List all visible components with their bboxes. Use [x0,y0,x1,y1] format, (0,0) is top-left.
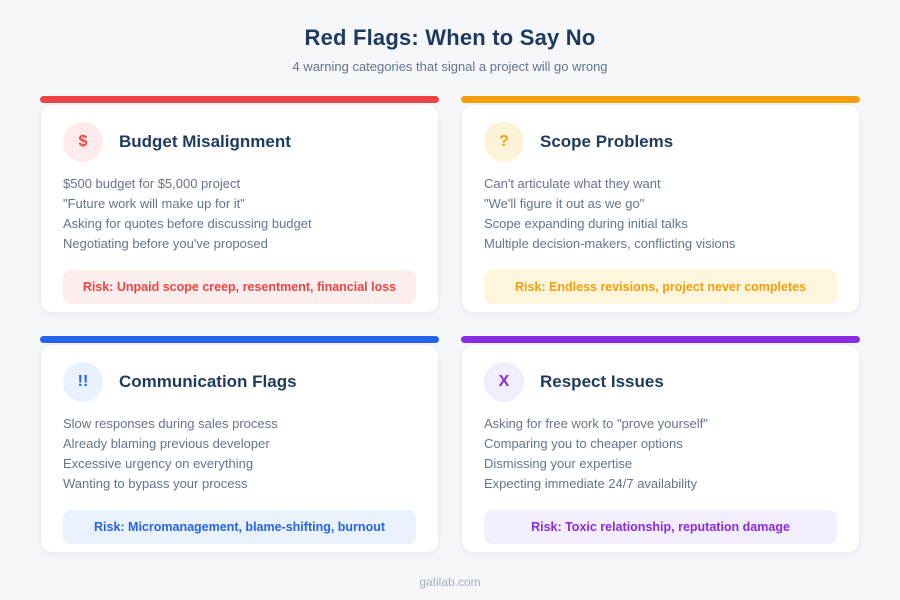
card-scope-problems: ? Scope Problems Can't articulate what t… [461,96,860,313]
double-exclamation-icon: !! [63,362,103,402]
accent-bar [461,96,860,103]
flag-item: Multiple decision-makers, conflicting vi… [484,236,736,251]
card-body: $ Budget Misalignment $500 budget for $5… [40,104,439,313]
flag-item: Already blaming previous developer [63,436,270,451]
card-budget-misalignment: $ Budget Misalignment $500 budget for $5… [40,96,439,313]
page-header: Red Flags: When to Say No 4 warning cate… [0,25,900,74]
flag-item: Comparing you to cheaper options [484,436,683,451]
page-subtitle: 4 warning categories that signal a proje… [292,59,608,74]
flag-item: Wanting to bypass your process [63,476,248,491]
flag-list: Can't articulate what they want "We'll f… [484,174,837,254]
flag-item: Scope expanding during initial talks [484,216,688,231]
card-body: !! Communication Flags Slow responses du… [40,344,439,553]
flag-item: "Future work will make up for it" [63,196,245,211]
card-header: X Respect Issues [484,362,837,402]
card-header: ? Scope Problems [484,122,837,162]
flag-item: Negotiating before you've proposed [63,236,268,251]
risk-badge: Risk: Toxic relationship, reputation dam… [484,510,837,544]
page-title: Red Flags: When to Say No [304,25,596,50]
risk-badge: Risk: Micromanagement, blame-shifting, b… [63,510,416,544]
card-title: Scope Problems [540,132,674,151]
flag-item: $500 budget for $5,000 project [63,176,241,191]
footer-watermark: gatilab.com [419,575,481,589]
card-header: !! Communication Flags [63,362,416,402]
risk-badge: Risk: Endless revisions, project never c… [484,270,837,304]
dollar-icon: $ [63,122,103,162]
flag-item: Can't articulate what they want [484,176,661,191]
accent-bar [40,96,439,103]
accent-bar [40,336,439,343]
question-icon: ? [484,122,524,162]
card-body: ? Scope Problems Can't articulate what t… [461,104,860,313]
card-title: Respect Issues [540,372,664,391]
flag-item: Excessive urgency on everything [63,456,254,471]
card-respect-issues: X Respect Issues Asking for free work to… [461,336,860,553]
card-title: Budget Misalignment [119,132,291,151]
accent-bar [461,336,860,343]
flag-list: Slow responses during sales process Alre… [63,414,416,494]
flag-item: Slow responses during sales process [63,416,278,431]
flag-item: "We'll figure it out as we go" [484,196,645,211]
risk-badge: Risk: Unpaid scope creep, resentment, fi… [63,270,416,304]
flag-item: Asking for quotes before discussing budg… [63,216,312,231]
card-title: Communication Flags [119,372,297,391]
card-communication-flags: !! Communication Flags Slow responses du… [40,336,439,553]
flag-item: Dismissing your expertise [484,456,633,471]
card-header: $ Budget Misalignment [63,122,416,162]
flag-item: Expecting immediate 24/7 availability [484,476,698,491]
cards-grid: $ Budget Misalignment $500 budget for $5… [40,96,860,553]
x-icon: X [484,362,524,402]
flag-item: Asking for free work to "prove yourself" [484,416,708,431]
flag-list: Asking for free work to "prove yourself"… [484,414,837,494]
card-body: X Respect Issues Asking for free work to… [461,344,860,553]
flag-list: $500 budget for $5,000 project "Future w… [63,174,416,254]
